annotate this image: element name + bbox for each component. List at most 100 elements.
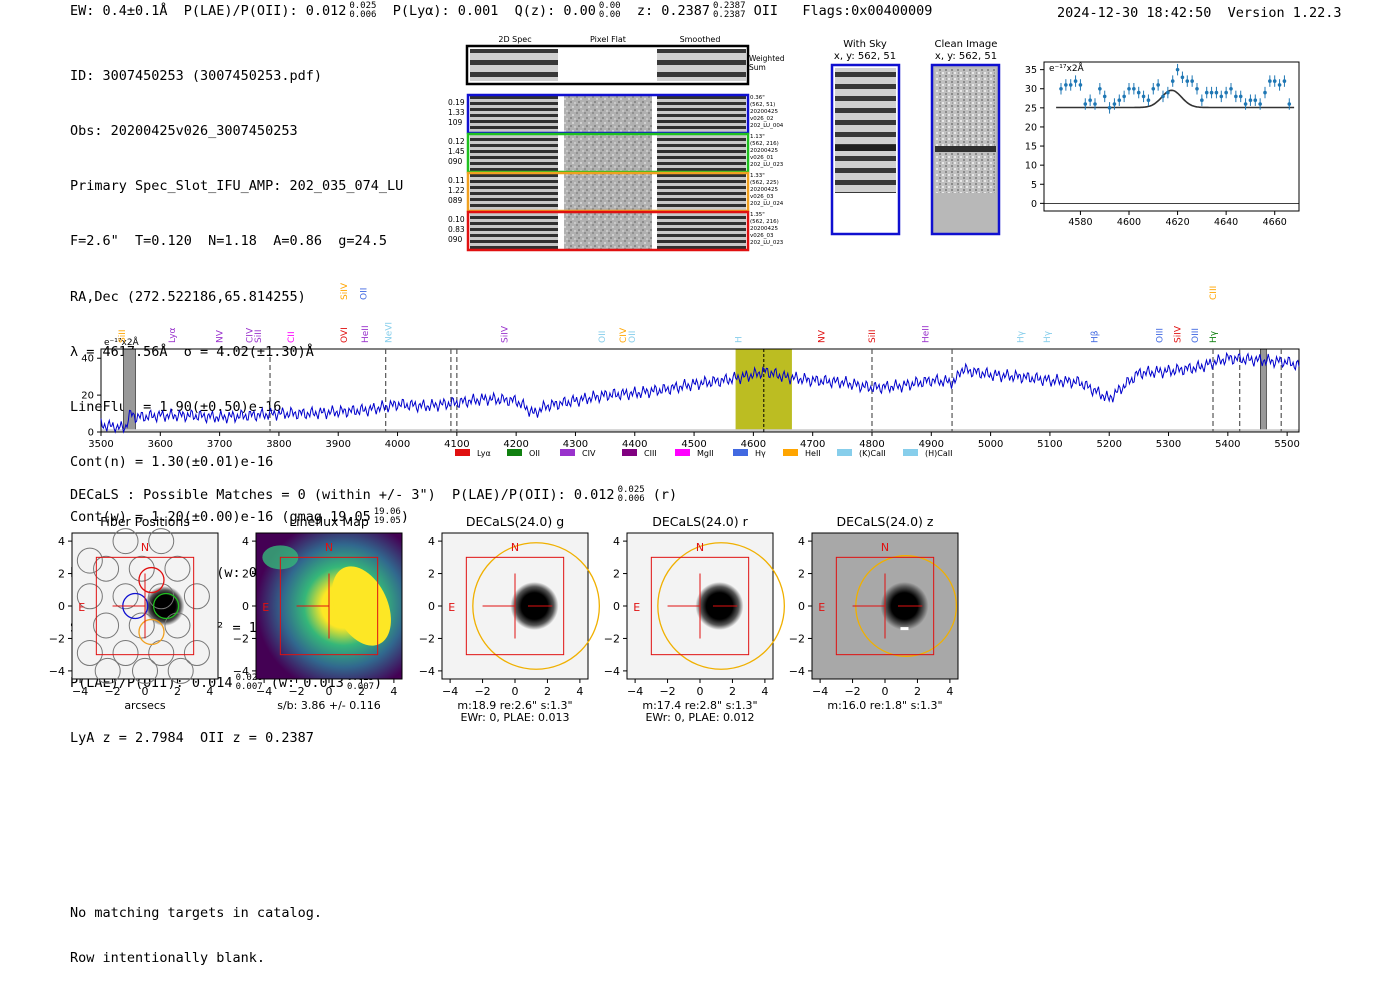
panel-ytick-label: 0 (798, 600, 805, 613)
zoom-xtick-label: 4580 (1068, 217, 1092, 228)
info-plae-w-lo: 0.007 (346, 682, 375, 693)
weighted-sum-2dspec (470, 49, 558, 81)
spectrum-xtick-label: 3700 (207, 439, 232, 450)
legend-label: MgII (697, 449, 714, 458)
spectrum-line-label: SiIV (500, 325, 510, 343)
zoom-data-point (1185, 79, 1190, 83)
zoom-xtick-label: 4640 (1214, 217, 1238, 228)
cutout-row-meta: 1.13" (750, 134, 765, 140)
cutout-row-meta: (562, 216) (750, 141, 779, 147)
cutout-row-value: 090 (448, 235, 463, 244)
panel-ytick-label: −2 (49, 632, 65, 645)
spectrum-line-label: CII (287, 331, 297, 343)
spectrum-xtick-label: 4500 (681, 439, 706, 450)
spectrum-line-label: H (735, 336, 745, 343)
fiber-circle (112, 640, 139, 667)
panel-subtitle: s/b: 3.86 +/- 0.116 (277, 699, 381, 712)
fiber-circle (164, 612, 191, 639)
panel-xtick-label: −2 (474, 685, 490, 698)
catalog-box (279, 556, 379, 656)
panel-ytick-label: 2 (242, 568, 249, 581)
cutout-header-2dspec: 2D Spec (498, 35, 531, 44)
legend-swatch (733, 449, 748, 456)
zoom-data-point (1146, 98, 1151, 103)
cutout-row-value: 089 (448, 196, 463, 205)
zoom-data-point (1287, 102, 1292, 106)
spectrum-line-label: NeVI (385, 322, 395, 343)
legend-swatch (507, 449, 522, 456)
panel-xtick-label: −4 (627, 685, 643, 698)
decals-plae-lo: 0.006 (617, 494, 645, 504)
cutout-row-value: 1.22 (448, 186, 465, 195)
spectrum-xtick-label: 5500 (1274, 439, 1299, 450)
legend-swatch (675, 449, 690, 456)
fiber-circle (183, 640, 210, 667)
info-plae-end: ) (374, 675, 383, 692)
spectrum-ytick-label: 0 (88, 428, 94, 439)
spectrum-upper-label: CIII (1209, 286, 1219, 300)
panel-subtitle-2: EWr: 0, PLAE: 0.012 (645, 711, 754, 724)
zoom-data-point (1219, 94, 1224, 99)
zoom-data-point (1166, 90, 1170, 95)
fiber-circle (112, 583, 139, 610)
zoom-data-point (1117, 98, 1122, 103)
flags-text: OII Flags:0x00400009 (745, 3, 933, 19)
legend-label: (K)CaII (859, 449, 886, 458)
panel-title: DECaLS(24.0) r (652, 514, 748, 529)
cutout-pixelflat (564, 174, 652, 210)
legend-swatch (560, 449, 575, 456)
cutout-row-meta: v026_03 (750, 233, 774, 239)
spectrum-xtick-label: 4200 (503, 439, 528, 450)
panel-subtitle-2: EWr: 0, PLAE: 0.013 (460, 711, 569, 724)
spectrum-line-label: SiII (868, 329, 878, 343)
zoom-data-point (1229, 86, 1233, 91)
cutout-row-meta: 20200425 (750, 148, 778, 154)
cutout-header-pixelflat: Pixel Flat (590, 35, 626, 44)
zoom-data-point (1132, 86, 1136, 91)
cutout-smoothed (657, 135, 746, 171)
zoom-data-point (1102, 94, 1107, 99)
zoom-data-point (1282, 79, 1287, 83)
catalog-footer: No matching targets in catalog. Row inte… (70, 876, 322, 981)
catalog-box (835, 556, 935, 656)
info-contw: Cont(w) = 1.20(±0.00)e-16 (gmag 19.05 (70, 509, 371, 526)
cutout-row-meta: 202_LU_004 (750, 123, 784, 129)
zoom-ytick-label: 30 (1025, 84, 1037, 95)
spectrum-xtick-label: 3900 (326, 439, 351, 450)
zoom-ytick-label: 10 (1025, 161, 1037, 172)
spectrum-line-label: OVI (340, 327, 350, 343)
zoom-axes-frame (1043, 61, 1300, 212)
zoom-ytick-label: 15 (1025, 142, 1037, 153)
panel-ytick-label: −2 (604, 632, 620, 645)
zoom-ytick-label: 5 (1031, 180, 1037, 191)
cutout-row-value: 090 (448, 157, 463, 166)
panel-xtick-label: −2 (844, 685, 860, 698)
zoom-data-point (1224, 90, 1228, 95)
cutout-row-value: 1.33 (448, 108, 465, 117)
panel-ytick-label: 4 (428, 535, 435, 548)
zoom-data-point (1068, 83, 1073, 87)
weighted-label-2: Sum (749, 63, 766, 72)
panel-xtick-label: 0 (142, 685, 149, 698)
spectrum-line-label: HeII (361, 325, 371, 343)
fiber-circle (128, 555, 155, 582)
panel-title: DECaLS(24.0) g (466, 514, 564, 529)
spectrum-xtick-label: 4300 (563, 439, 588, 450)
zoom-data-point (1234, 94, 1238, 99)
panel-xtick-label: 2 (358, 685, 365, 698)
clean-title: Clean Image (935, 39, 998, 50)
spectrum-line-label: SiII (118, 329, 128, 343)
fiber-circle (93, 555, 120, 582)
panel-ytick-label: 2 (428, 568, 435, 581)
fiber-circle (76, 640, 103, 667)
zoom-data-point (1209, 90, 1214, 95)
panel-ytick-label: 0 (428, 600, 435, 613)
gmag-hi: 19.06 (373, 507, 401, 518)
legend-swatch (903, 449, 918, 456)
cutout-pixelflat (564, 96, 652, 132)
cutout-smoothed (657, 96, 746, 132)
legend-swatch (783, 449, 798, 456)
spectrum-line-label: OII (628, 331, 638, 343)
zoom-data-point (1073, 79, 1078, 83)
with-sky-line (835, 145, 896, 151)
